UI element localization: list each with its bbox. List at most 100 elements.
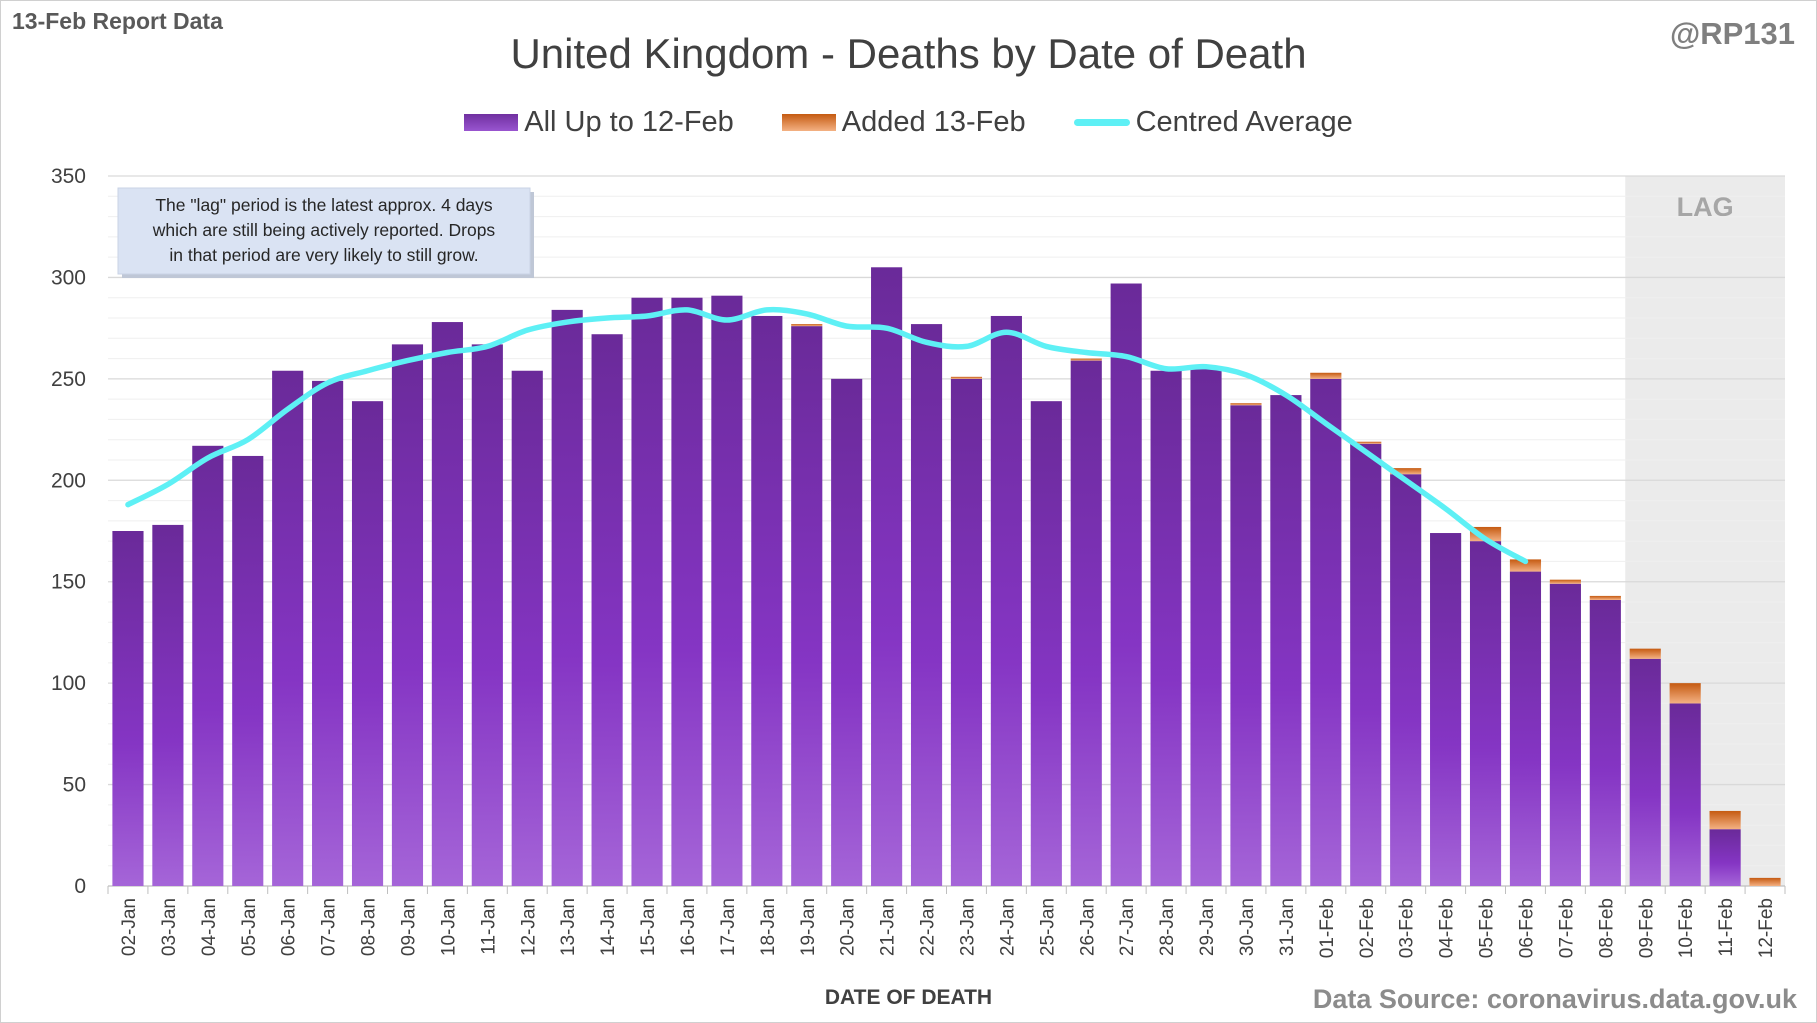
x-tick-label: 12-Feb [1756, 898, 1777, 958]
bar-base [1310, 378, 1342, 886]
x-tick-label: 04-Jan [199, 898, 220, 956]
data-source: Data Source: coronavirus.data.gov.uk [1312, 984, 1797, 1014]
x-tick-label: 17-Jan [718, 898, 739, 956]
bar-base [1030, 401, 1062, 886]
bar-base [232, 455, 264, 886]
legend-swatch-orange [781, 114, 836, 131]
legend-label-base: All Up to 12-Feb [524, 106, 734, 138]
x-tick-label: 07-Jan [319, 898, 340, 956]
x-tick-label: 21-Jan [878, 898, 899, 956]
x-tick-label: 05-Feb [1477, 898, 1498, 958]
bar-base [431, 322, 463, 886]
chart-title: United Kingdom - Deaths by Date of Death [510, 30, 1307, 77]
report-date-label: 13-Feb Report Data [12, 8, 223, 34]
bar-base [351, 401, 384, 886]
bar-added [1070, 358, 1102, 361]
x-tick-label: 29-Jan [1197, 898, 1218, 956]
bar-base [312, 380, 344, 886]
bar-base [871, 267, 903, 886]
x-tick-label: 06-Jan [279, 898, 300, 956]
x-tick-label: 03-Feb [1397, 898, 1418, 958]
legend-item-base: All Up to 12-Feb [464, 106, 734, 139]
bar-base [511, 370, 543, 886]
bar-base [1430, 533, 1462, 886]
bar-base [1589, 599, 1621, 886]
x-tick-label: 10-Jan [438, 898, 459, 956]
annotation-box [117, 187, 531, 275]
bar-base [1350, 443, 1382, 886]
bar-added [1509, 559, 1542, 572]
bar-base [831, 378, 863, 886]
x-tick-label: 10-Feb [1676, 898, 1697, 958]
bar-base [112, 531, 144, 886]
y-tick-label: 100 [51, 672, 86, 695]
bar-added [950, 376, 983, 379]
x-tick-label: 30-Jan [1237, 898, 1258, 956]
annotation-line: which are still being actively reported.… [152, 220, 496, 240]
bar-base [631, 297, 663, 886]
bar-base [1150, 370, 1182, 886]
legend-label-added: Added 13-Feb [841, 106, 1026, 138]
x-tick-label: 28-Jan [1157, 898, 1178, 956]
bar-added [1749, 877, 1781, 886]
x-tick-label: 13-Jan [558, 898, 579, 956]
x-tick-label: 18-Jan [758, 898, 779, 956]
bar-added [791, 324, 823, 327]
x-tick-label: 02-Jan [119, 898, 140, 956]
chart-legend: All Up to 12-Feb Added 13-Feb Centred Av… [0, 106, 1817, 139]
x-tick-label: 16-Jan [678, 898, 699, 956]
x-tick-label: 08-Jan [359, 898, 380, 956]
x-tick-label: 01-Feb [1317, 898, 1338, 958]
x-tick-label: 07-Feb [1556, 898, 1577, 958]
bar-base [152, 524, 184, 886]
annotation-line: The "lag" period is the latest approx. 4… [155, 195, 493, 215]
x-tick-label: 08-Feb [1596, 898, 1617, 958]
y-tick-label: 150 [51, 571, 86, 594]
y-tick-label: 250 [51, 368, 86, 391]
bar-base [1230, 405, 1262, 886]
x-tick-label: 11-Feb [1716, 898, 1737, 957]
x-tick-label: 06-Feb [1516, 898, 1537, 958]
x-axis-title: DATE OF DEATH [824, 986, 993, 1009]
x-tick-label: 25-Jan [1037, 898, 1058, 956]
y-tick-label: 0 [74, 875, 86, 898]
bar-added [1669, 683, 1701, 704]
x-tick-label: 26-Jan [1077, 898, 1098, 956]
x-tick-label: 19-Jan [798, 898, 819, 956]
x-tick-label: 22-Jan [918, 898, 939, 956]
legend-swatch-purple [464, 114, 519, 131]
bar-base [751, 315, 783, 886]
bar-added [1709, 810, 1741, 830]
y-tick-label: 350 [51, 165, 86, 188]
bar-base [1070, 360, 1102, 887]
x-tick-label: 15-Jan [638, 898, 659, 956]
x-tick-label: 03-Jan [159, 898, 180, 956]
bar-base [990, 315, 1022, 886]
bar-added [1230, 403, 1262, 406]
bar-base [1509, 571, 1542, 886]
x-tick-label: 20-Jan [838, 898, 859, 956]
bar-added [1310, 372, 1342, 379]
bar-base [1390, 474, 1422, 886]
x-tick-label: 02-Feb [1357, 898, 1378, 958]
legend-swatch-cyan [1073, 119, 1130, 126]
y-tick-label: 50 [63, 774, 86, 797]
bar-base [471, 344, 503, 886]
bar-added [1549, 579, 1581, 584]
bar-base [1669, 703, 1701, 886]
bar-base [711, 295, 743, 887]
bar-base [1469, 541, 1502, 886]
bar-base [1270, 395, 1302, 886]
bar-base [272, 370, 304, 886]
x-tick-label: 09-Feb [1636, 898, 1657, 958]
x-tick-label: 12-Jan [518, 898, 539, 956]
legend-label-average: Centred Average [1135, 106, 1353, 138]
x-tick-label: 27-Jan [1117, 898, 1138, 956]
author-handle: @RP131 [1669, 16, 1795, 51]
bar-base [1110, 283, 1142, 886]
x-tick-label: 14-Jan [598, 898, 619, 956]
x-tick-label: 24-Jan [997, 898, 1018, 956]
y-tick-label: 300 [51, 266, 86, 289]
bar-base [1709, 829, 1741, 886]
